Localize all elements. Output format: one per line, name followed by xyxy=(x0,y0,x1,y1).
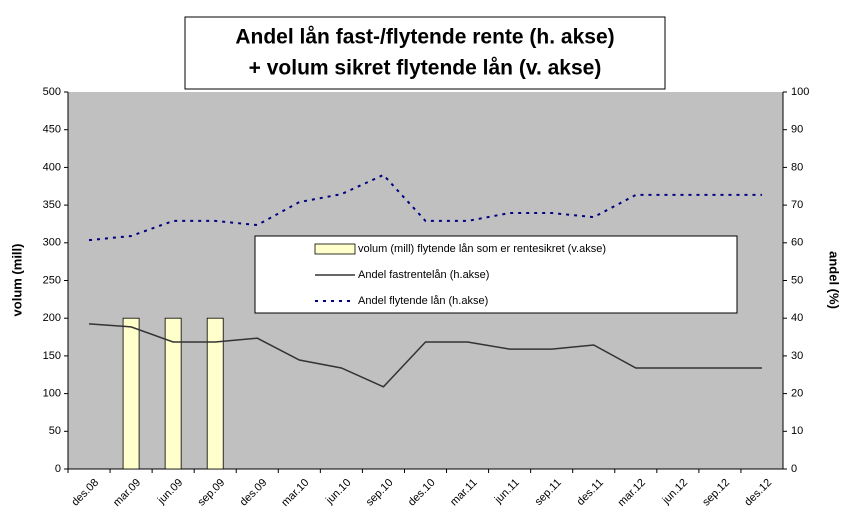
y-tick-label: 350 xyxy=(43,199,61,211)
y2-tick-label: 10 xyxy=(791,425,803,437)
x-tick-label: jun.12 xyxy=(660,477,690,507)
x-tick-label: sep.12 xyxy=(700,477,732,509)
y-tick-label: 150 xyxy=(43,350,61,362)
y2-tick-label: 0 xyxy=(791,463,797,475)
y-tick-label: 200 xyxy=(43,312,61,324)
y2-tick-label: 70 xyxy=(791,199,803,211)
x-tick-label: sep.10 xyxy=(364,477,396,509)
x-tick-label: des.10 xyxy=(406,477,438,509)
x-tick-label: sep.11 xyxy=(533,477,564,508)
x-tick-label: mar.10 xyxy=(279,477,311,509)
y-tick-label: 100 xyxy=(43,388,61,400)
y2-tick-label: 30 xyxy=(791,350,803,362)
line xyxy=(88,173,762,242)
x-tick-label: sep.09 xyxy=(196,477,228,509)
y2-tick-label: 40 xyxy=(791,312,803,324)
y-tick-label: 400 xyxy=(43,161,61,173)
x-tick-label: des.09 xyxy=(238,477,270,509)
x-tick-label: mar.09 xyxy=(111,477,143,509)
x-tick-label: mar.11 xyxy=(448,477,480,509)
y-tick-label: 450 xyxy=(43,124,61,136)
y-tick-label: 300 xyxy=(43,237,61,249)
bar xyxy=(164,317,182,470)
x-tick-label: des.11 xyxy=(575,477,606,508)
y-tick-label: 250 xyxy=(43,274,61,286)
legend-label: volum (mill) flytende lån som er rentesi… xyxy=(358,243,606,255)
y-axis-title: volum (mill) xyxy=(9,244,24,317)
bar xyxy=(122,317,140,470)
y2-tick-label: 80 xyxy=(791,161,803,173)
x-tick-label: des.12 xyxy=(742,477,774,509)
title-box xyxy=(184,16,666,90)
y2-axis-title: andel (%) xyxy=(827,251,842,309)
x-tick-label: jun.10 xyxy=(323,477,353,507)
x-tick-label: jun.09 xyxy=(155,477,185,507)
legend-label: Andel flytende lån (h.akse) xyxy=(358,295,488,307)
y-tick-label: 500 xyxy=(43,86,61,98)
bar xyxy=(206,317,224,470)
y2-tick-label: 50 xyxy=(791,274,803,286)
y2-tick-label: 90 xyxy=(791,124,803,136)
legend-swatch xyxy=(314,243,356,255)
chart-title: Andel lån fast-/flytende rente (h. akse) xyxy=(235,26,614,49)
y-tick-label: 0 xyxy=(55,463,61,475)
y2-tick-label: 60 xyxy=(791,237,803,249)
legend-label: Andel fastrentelån (h.akse) xyxy=(358,269,489,281)
chart-title: + volum sikret flytende lån (v. akse) xyxy=(249,57,602,80)
y-tick-label: 50 xyxy=(49,425,61,437)
x-tick-label: jun.11 xyxy=(492,477,522,507)
y2-tick-label: 20 xyxy=(791,388,803,400)
x-tick-label: des.08 xyxy=(69,477,101,509)
y2-tick-label: 100 xyxy=(791,86,809,98)
x-tick-label: mar.12 xyxy=(616,477,648,509)
line xyxy=(88,323,762,388)
